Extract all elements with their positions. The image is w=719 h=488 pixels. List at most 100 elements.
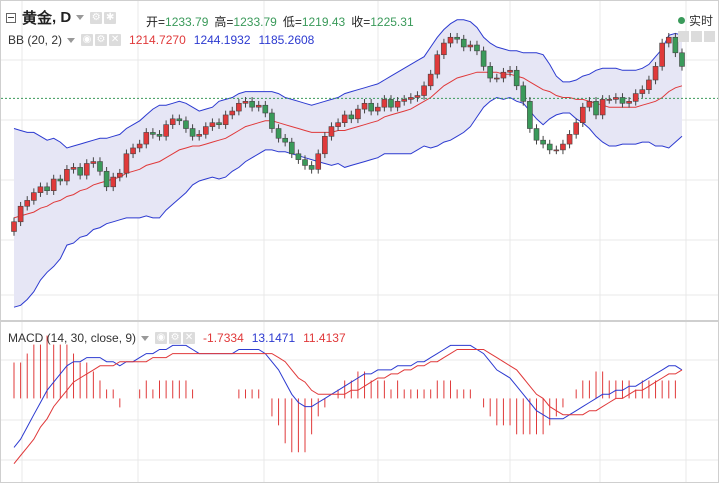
- candle-body: [222, 114, 229, 125]
- candle-body: [37, 186, 44, 193]
- gear-icon[interactable]: ⚙: [95, 34, 108, 46]
- candle-body: [355, 108, 361, 120]
- candle-body: [408, 97, 414, 100]
- candle-body: [533, 128, 540, 141]
- gear-icon[interactable]: ⚙: [169, 332, 182, 344]
- candle-body: [90, 161, 97, 164]
- chevron-down-icon[interactable]: [76, 15, 85, 20]
- candle-body: [110, 176, 117, 188]
- pane-controls: [676, 31, 715, 42]
- pane-up-icon[interactable]: [678, 31, 689, 42]
- bb-middle-line: [13, 71, 683, 219]
- candle-body: [236, 102, 242, 112]
- candle-body: [447, 36, 454, 44]
- chevron-down-icon[interactable]: [141, 335, 150, 341]
- candle-body: [394, 101, 401, 108]
- bb-legend[interactable]: BB (20, 2) ◉ ⚙ ✕ 1214.7270 1244.1932 118…: [8, 33, 322, 47]
- candle-body: [427, 73, 434, 87]
- candle-body: [566, 134, 573, 145]
- instrument-name: 黄金: [22, 10, 53, 27]
- candle-body: [579, 106, 586, 124]
- bb-middle-value: 1214.7270: [129, 33, 186, 47]
- pane-close-icon[interactable]: [704, 31, 715, 42]
- low-value: 1219.43: [301, 14, 346, 29]
- candle-body: [103, 170, 110, 188]
- candle-body: [553, 149, 560, 152]
- macd-signal-value: 11.4137: [303, 331, 346, 345]
- candle-body: [593, 101, 599, 116]
- bb-band-fill: [14, 19, 682, 308]
- candle-body: [136, 143, 143, 149]
- candle-body: [632, 93, 639, 102]
- candle-body: [513, 69, 520, 87]
- candle-body: [507, 69, 513, 73]
- candle-body: [242, 101, 249, 104]
- low-label: 低=: [282, 15, 302, 29]
- candle-body: [454, 36, 460, 40]
- candle-body: [255, 104, 262, 108]
- candle-body: [414, 95, 421, 98]
- settings-icon[interactable]: ⚙: [90, 11, 103, 24]
- candle-body: [31, 192, 37, 201]
- realtime-status[interactable]: 实时: [677, 12, 713, 29]
- candle-body: [57, 178, 64, 182]
- candle-body: [302, 159, 308, 166]
- candle-body: [44, 186, 50, 191]
- close-icon[interactable]: ✕: [183, 332, 196, 344]
- candle-body: [520, 85, 527, 102]
- candle-body: [70, 167, 77, 170]
- candle-body: [646, 79, 652, 90]
- chevron-down-icon[interactable]: [67, 37, 76, 43]
- candle-body: [381, 99, 388, 108]
- bb-lower-line: [13, 96, 683, 308]
- candle-body: [368, 102, 374, 112]
- bb-lower-value: 1185.2608: [258, 33, 315, 47]
- candle-body: [322, 136, 328, 155]
- candle-body: [308, 165, 315, 170]
- candle-body: [275, 128, 282, 139]
- candle-body: [17, 205, 24, 223]
- candle-body: [24, 200, 31, 207]
- candle-body: [64, 169, 70, 182]
- candle-body: [361, 102, 368, 110]
- candle-body: [11, 221, 17, 232]
- candle-body: [652, 66, 659, 81]
- candle-body: [546, 143, 553, 151]
- macd-label: MACD (14, 30, close, 9): [8, 331, 137, 345]
- candle-body: [388, 99, 394, 108]
- instrument-title[interactable]: 黄金 , D ⚙ ✱: [6, 7, 118, 28]
- candle-body: [679, 52, 685, 67]
- macd-legend[interactable]: MACD (14, 30, close, 9) ◉ ⚙ ✕ -1.7334 13…: [8, 331, 354, 345]
- candle-body: [441, 42, 447, 56]
- interval-label[interactable]: D: [60, 9, 72, 26]
- candle-body: [494, 77, 500, 80]
- candle-body: [665, 36, 672, 44]
- macd-line-value: 13.1471: [251, 331, 296, 345]
- candle-body: [540, 139, 546, 145]
- candle-body: [626, 101, 632, 104]
- candle-body: [434, 54, 441, 75]
- eye-icon[interactable]: ◉: [81, 34, 94, 46]
- candle-body: [560, 143, 566, 151]
- candle-body: [599, 99, 606, 116]
- candle-body: [262, 104, 269, 114]
- candle-body: [288, 141, 295, 155]
- candle-body: [176, 118, 183, 122]
- macd-line: [13, 344, 683, 448]
- candle-body: [474, 44, 480, 52]
- candle-body: [117, 172, 123, 178]
- candle-body: [467, 44, 474, 48]
- eye-icon[interactable]: ◉: [155, 332, 168, 344]
- candle-body: [348, 114, 355, 120]
- collapse-pane-icon[interactable]: [6, 12, 16, 23]
- candle-body: [183, 120, 189, 129]
- candle-body: [282, 137, 288, 143]
- gear-icon[interactable]: ✱: [104, 11, 117, 24]
- close-icon[interactable]: ✕: [109, 34, 122, 46]
- ohlc-readout: 开= 1233.79 高= 1233.79 低= 1219.43 收= 1225…: [146, 13, 420, 30]
- pane-maximize-icon[interactable]: [691, 31, 702, 42]
- candle-body: [77, 167, 83, 176]
- candle-body: [209, 122, 216, 127]
